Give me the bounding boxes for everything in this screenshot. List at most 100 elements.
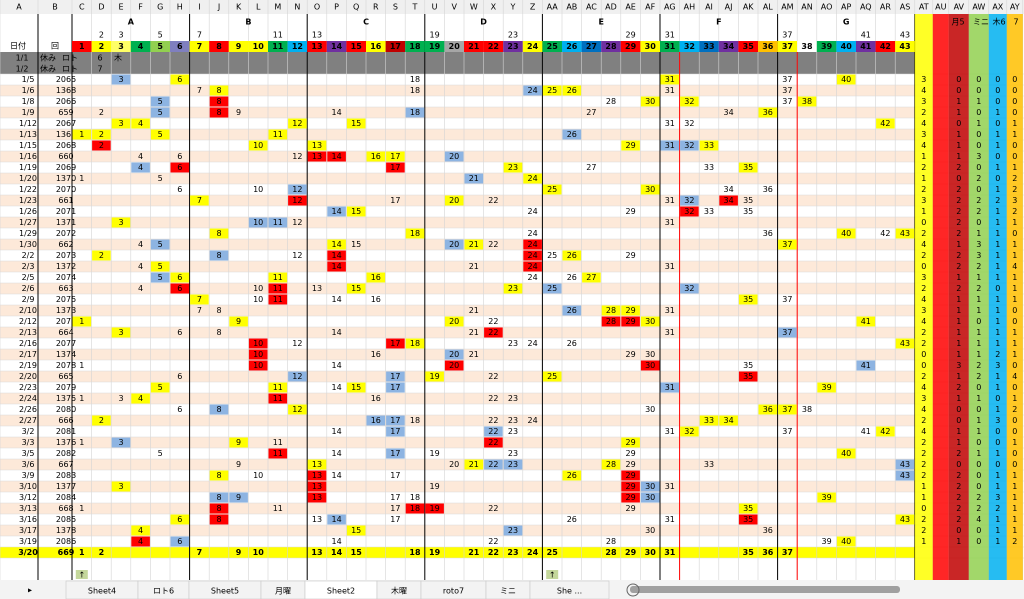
count-value: 2 — [921, 449, 926, 458]
cell-value: 14 — [332, 537, 342, 546]
count-value: 2 — [921, 372, 926, 381]
row-date: 2/10 — [19, 306, 37, 315]
cell-value: 14 — [332, 240, 342, 249]
cell-value: 28 — [606, 317, 616, 326]
cell-fill — [523, 250, 542, 261]
cell-fill — [366, 272, 386, 283]
number-cell — [366, 41, 386, 52]
number-label: 10 — [253, 42, 265, 51]
cell-value: 37 — [782, 75, 792, 84]
cell-value: 20 — [449, 240, 459, 249]
cell-value: 20 — [449, 317, 459, 326]
sheet-tab-label[interactable]: Sheet5 — [211, 587, 239, 596]
count-value: 0 — [976, 130, 981, 139]
cell-value: 25 — [547, 372, 557, 381]
cell-value: 32 — [684, 196, 694, 205]
cell-fill — [778, 239, 797, 250]
row-date: 2/24 — [19, 394, 37, 403]
column-letter: AK — [743, 3, 754, 12]
cell-value: 15 — [351, 284, 361, 293]
sheet-tab-label[interactable]: Sheet4 — [88, 587, 116, 596]
count-value: 1 — [956, 328, 961, 337]
cell-value: 17 — [390, 372, 400, 381]
cell-value: 21 — [469, 460, 479, 469]
cell-fill — [327, 239, 346, 250]
count-value: 1 — [995, 295, 1000, 304]
sheet-tab-label[interactable]: roto7 — [443, 587, 464, 596]
sheet-tab[interactable] — [529, 580, 610, 599]
cell-value: 8 — [216, 515, 221, 524]
cell-fill — [758, 107, 778, 118]
sheet-tab-label[interactable]: 月曜 — [275, 587, 291, 596]
row-date: 2/2 — [22, 251, 35, 260]
cell-fill — [699, 140, 719, 151]
count-value: 2 — [956, 229, 961, 238]
sheet-tab-label[interactable]: ミニ — [500, 587, 516, 596]
sheet-tab-label[interactable]: 木曜 — [391, 586, 407, 596]
count-value: 1 — [1012, 295, 1017, 304]
column-letter: AD — [605, 3, 617, 12]
row-id: 2070 — [56, 185, 76, 194]
cell-fill — [386, 338, 405, 349]
count-value: 1 — [976, 229, 981, 238]
scrollbar[interactable] — [630, 586, 900, 593]
count-value: 0 — [1012, 416, 1017, 425]
cell-value: 20 — [449, 152, 459, 161]
cell-fill — [895, 228, 915, 239]
cell-value: 6 — [177, 284, 182, 293]
number-cell — [738, 41, 758, 52]
cell-value: 9 — [236, 460, 241, 469]
tab-scroll-arrow[interactable]: ▸ — [28, 586, 32, 595]
cell-value: 7 — [197, 306, 202, 315]
cell-value: 14 — [332, 515, 342, 524]
row-date: 1/30 — [19, 240, 37, 249]
holiday-text: 7 — [97, 65, 102, 74]
count-value: 2 — [956, 251, 961, 260]
number-label: 42 — [880, 42, 891, 51]
cell-value: 19 — [429, 548, 441, 557]
sheet-tab-label[interactable]: ロト6 — [153, 587, 174, 596]
cell-fill — [562, 129, 582, 140]
cell-value: 7 — [197, 196, 202, 205]
cell-value: 18 — [410, 75, 420, 84]
row-id: 2075 — [56, 295, 76, 304]
row-date: 1/19 — [19, 163, 37, 172]
sheet-tab-label[interactable]: She ... — [557, 587, 582, 596]
cell-fill — [346, 382, 366, 393]
count-value: 2 — [995, 504, 1000, 513]
row-id: 666 — [58, 416, 73, 425]
number-cell — [287, 41, 308, 52]
cell-fill — [895, 514, 915, 525]
column-letter: AY — [1010, 3, 1020, 12]
number-label: 1 — [79, 42, 85, 51]
cell-value: 37 — [782, 427, 792, 436]
number-label: 15 — [351, 42, 363, 51]
cell-value: 36 — [762, 548, 774, 557]
cell-value: 29 — [625, 548, 637, 557]
cell-value: 11 — [273, 218, 283, 227]
number-label: 36 — [762, 42, 774, 51]
cell-value: 25 — [547, 86, 557, 95]
row-id: 2066 — [56, 97, 76, 106]
cell-value: 31 — [665, 427, 675, 436]
column-letter: Q — [353, 3, 359, 12]
cell-fill — [660, 140, 680, 151]
count-value: 4 — [976, 515, 981, 524]
cell-value: 29 — [626, 207, 636, 216]
cell-fill — [170, 514, 190, 525]
cell-value: 10 — [253, 548, 265, 557]
add-sheet[interactable] — [626, 583, 640, 597]
count-value: 1 — [1012, 350, 1017, 359]
column-letter: AV — [954, 3, 965, 12]
cell-fill — [542, 283, 562, 294]
cell-value: 40 — [841, 449, 851, 458]
count-value: 3 — [995, 361, 1000, 370]
cell-value: 37 — [782, 295, 792, 304]
sheet-tab-label[interactable]: Sheet2 — [327, 587, 355, 596]
column-letter: P — [334, 3, 339, 12]
cell-fill — [307, 140, 327, 151]
cell-value: 14 — [332, 328, 342, 337]
cell-fill — [248, 349, 268, 360]
holiday-text: 6 — [97, 54, 102, 63]
